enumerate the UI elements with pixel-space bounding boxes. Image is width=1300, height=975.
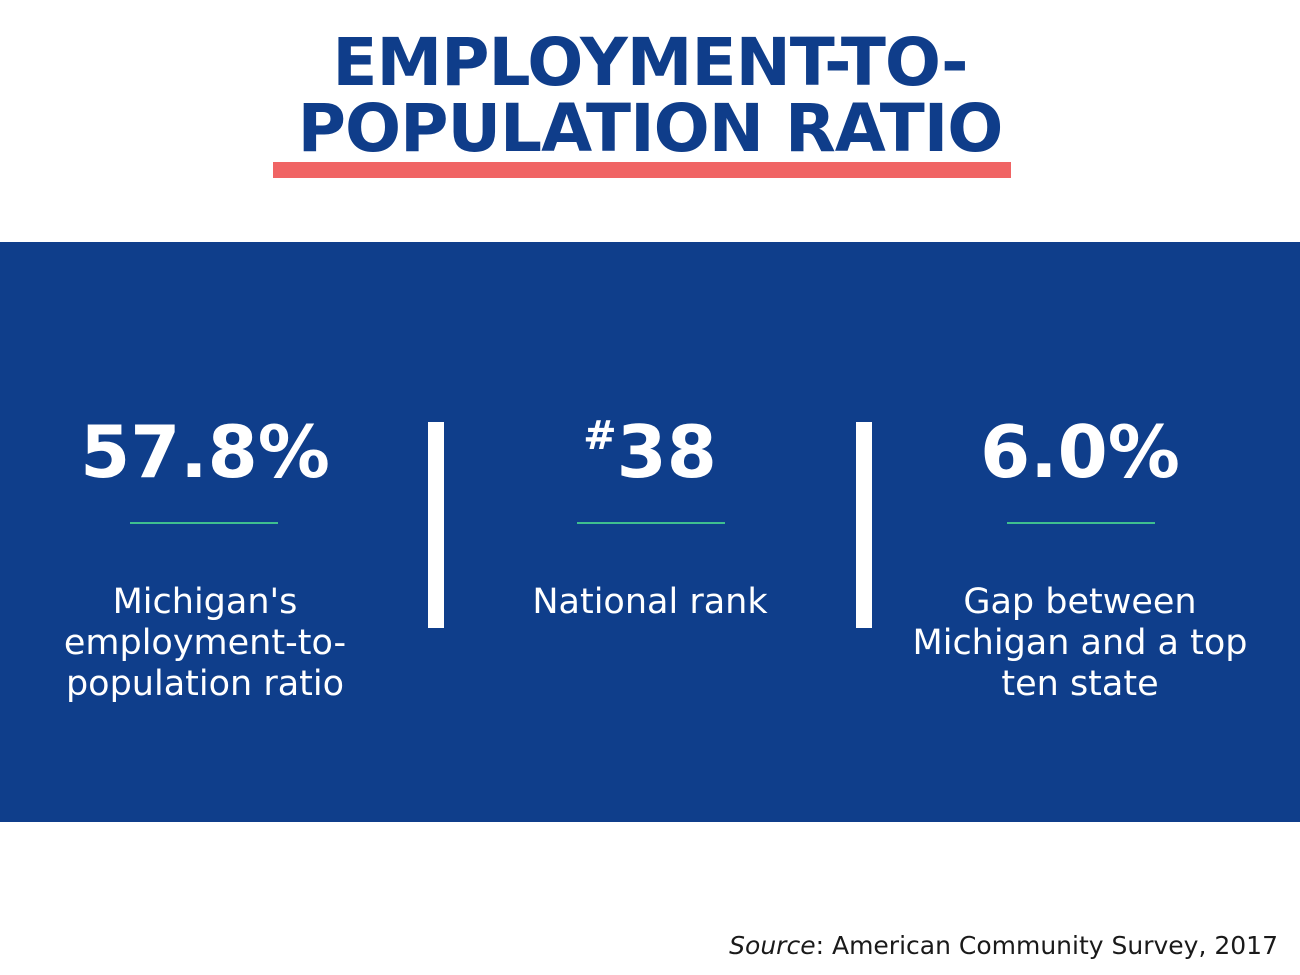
source-note: Source: American Community Survey, 2017	[729, 928, 1278, 964]
stat-value: #38	[465, 412, 835, 492]
stat-value: 6.0%	[980, 410, 1180, 494]
stat-rule	[1007, 522, 1155, 524]
stat-description: Gap between Michigan and a top ten state	[912, 582, 1248, 704]
title-line-1: EMPLOYMENT-TO-	[332, 24, 968, 101]
stat-value: 57.8%	[80, 410, 330, 494]
stat-description: Michigan's employment-to-population rati…	[63, 582, 347, 704]
stat-rule	[130, 522, 278, 524]
source-label: Source	[729, 931, 816, 960]
source-text: : American Community Survey, 2017	[815, 931, 1278, 960]
divider	[856, 422, 872, 628]
stat-rule	[577, 522, 725, 524]
divider	[428, 422, 444, 628]
stat-description: National rank	[532, 582, 768, 622]
title-underline	[273, 162, 1011, 178]
rank-number: 38	[616, 410, 717, 494]
rank-hash-sign: #	[583, 413, 617, 459]
page-title: EMPLOYMENT-TO- POPULATION RATIO	[0, 30, 1300, 162]
title-line-2: POPULATION RATIO	[297, 90, 1004, 167]
stats-panel: 57.8% Michigan's employment-to-populatio…	[0, 242, 1300, 822]
